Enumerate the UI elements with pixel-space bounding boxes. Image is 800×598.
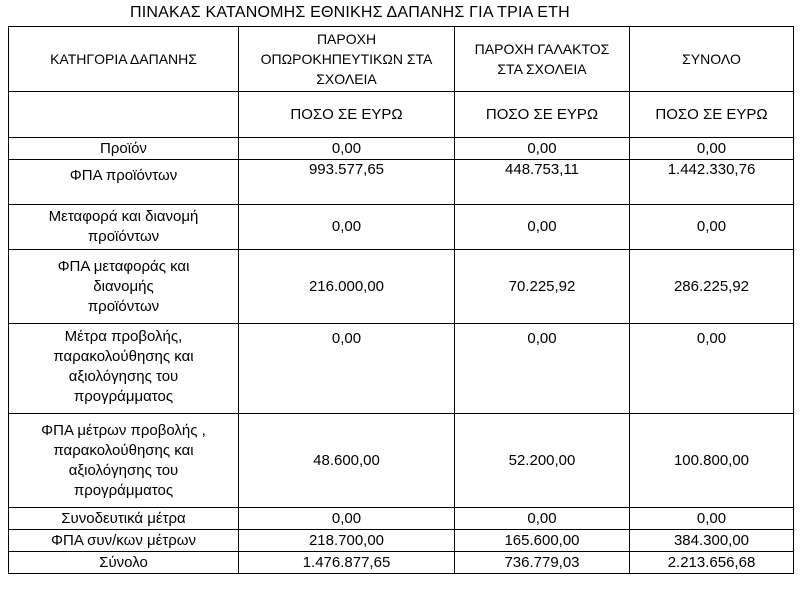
table-title: ΠΙΝΑΚΑΣ ΚΑΤΑΝΟΜΗΣ ΕΘΝΙΚΗΣ ΔΑΠΑΝΗΣ ΓΙΑ ΤΡ…: [130, 4, 570, 21]
row-total-amount: 0,00: [629, 507, 794, 530]
row-category: Προϊόν: [8, 137, 239, 160]
row-fruit-amount: 0,00: [238, 204, 455, 250]
row-fruit-amount: 0,00: [238, 507, 455, 530]
total-row: Σύνολο 1.476.877,65 736.779,03 2.213.656…: [8, 551, 794, 574]
row-milk-amount: 165.600,00: [454, 529, 630, 552]
subheader-amount-milk: ΠΟΣΟ ΣΕ ΕΥΡΩ: [454, 91, 630, 138]
table-row: Μέτρα προβολής, παρακολούθησης και αξιολ…: [8, 323, 794, 414]
total-label: Σύνολο: [8, 551, 239, 574]
table-row: ΦΠΑ προϊόντων 993.577,65 448.753,11 1.44…: [8, 159, 794, 205]
table-row: Συνοδευτικά μέτρα 0,00 0,00 0,00: [8, 507, 794, 530]
row-milk-amount: 0,00: [454, 204, 630, 250]
total-milk-amount: 736.779,03: [454, 551, 630, 574]
row-total-amount: 0,00: [629, 323, 794, 414]
row-milk-amount: 52.200,00: [454, 413, 630, 508]
header-total: ΣΥΝΟΛΟ: [629, 26, 794, 92]
row-milk-amount: 0,00: [454, 137, 630, 160]
total-grand-amount: 2.213.656,68: [629, 551, 794, 574]
row-fruit-amount: 216.000,00: [238, 249, 455, 324]
table-row: Μεταφορά και διανομή προϊόντων 0,00 0,00…: [8, 204, 794, 250]
header-category: ΚΑΤΗΓΟΡΙΑ ΔΑΠΑΝΗΣ: [8, 26, 239, 92]
subheader-row: ΠΟΣΟ ΣΕ ΕΥΡΩ ΠΟΣΟ ΣΕ ΕΥΡΩ ΠΟΣΟ ΣΕ ΕΥΡΩ: [8, 91, 794, 138]
row-total-amount: 286.225,92: [629, 249, 794, 324]
row-category: ΦΠΑ προϊόντων: [8, 159, 239, 205]
row-category: Μεταφορά και διανομή προϊόντων: [8, 204, 239, 250]
row-total-amount: 100.800,00: [629, 413, 794, 508]
row-fruit-amount: 0,00: [238, 137, 455, 160]
row-category: ΦΠΑ μέτρων προβολής , παρακολούθησης και…: [8, 413, 239, 508]
row-total-amount: 0,00: [629, 137, 794, 160]
row-category: Συνοδευτικά μέτρα: [8, 507, 239, 530]
total-fruit-amount: 1.476.877,65: [238, 551, 455, 574]
header-row: ΚΑΤΗΓΟΡΙΑ ΔΑΠΑΝΗΣ ΠΑΡΟΧΗ ΟΠΩΡΟΚΗΠΕΥΤΙΚΩΝ…: [8, 26, 794, 92]
table-row: ΦΠΑ μέτρων προβολής , παρακολούθησης και…: [8, 413, 794, 508]
header-fruit: ΠΑΡΟΧΗ ΟΠΩΡΟΚΗΠΕΥΤΙΚΩΝ ΣΤΑ ΣΧΟΛΕΙΑ: [238, 26, 455, 92]
row-fruit-amount: 0,00: [238, 323, 455, 414]
row-fruit-amount: 993.577,65: [238, 159, 455, 205]
header-milk: ΠΑΡΟΧΗ ΓΑΛΑΚΤΟΣ ΣΤΑ ΣΧΟΛΕΙΑ: [454, 26, 630, 92]
row-fruit-amount: 48.600,00: [238, 413, 455, 508]
row-milk-amount: 448.753,11: [454, 159, 630, 205]
row-milk-amount: 0,00: [454, 507, 630, 530]
row-milk-amount: 70.225,92: [454, 249, 630, 324]
expense-distribution-table: ΚΑΤΗΓΟΡΙΑ ΔΑΠΑΝΗΣ ΠΑΡΟΧΗ ΟΠΩΡΟΚΗΠΕΥΤΙΚΩΝ…: [8, 26, 794, 574]
row-total-amount: 0,00: [629, 204, 794, 250]
row-milk-amount: 0,00: [454, 323, 630, 414]
subheader-amount-total: ΠΟΣΟ ΣΕ ΕΥΡΩ: [629, 91, 794, 138]
row-category: Μέτρα προβολής, παρακολούθησης και αξιολ…: [8, 323, 239, 414]
subheader-amount-fruit: ΠΟΣΟ ΣΕ ΕΥΡΩ: [238, 91, 455, 138]
row-total-amount: 384.300,00: [629, 529, 794, 552]
row-category: ΦΠΑ μεταφοράς και διανομής προϊόντων: [8, 249, 239, 324]
table-row: ΦΠΑ μεταφοράς και διανομής προϊόντων 216…: [8, 249, 794, 324]
row-category: ΦΠΑ συν/κων μέτρων: [8, 529, 239, 552]
table-row: Προϊόν 0,00 0,00 0,00: [8, 137, 794, 160]
subheader-empty: [8, 91, 239, 138]
row-total-amount: 1.442.330,76: [629, 159, 794, 205]
table-row: ΦΠΑ συν/κων μέτρων 218.700,00 165.600,00…: [8, 529, 794, 552]
row-fruit-amount: 218.700,00: [238, 529, 455, 552]
